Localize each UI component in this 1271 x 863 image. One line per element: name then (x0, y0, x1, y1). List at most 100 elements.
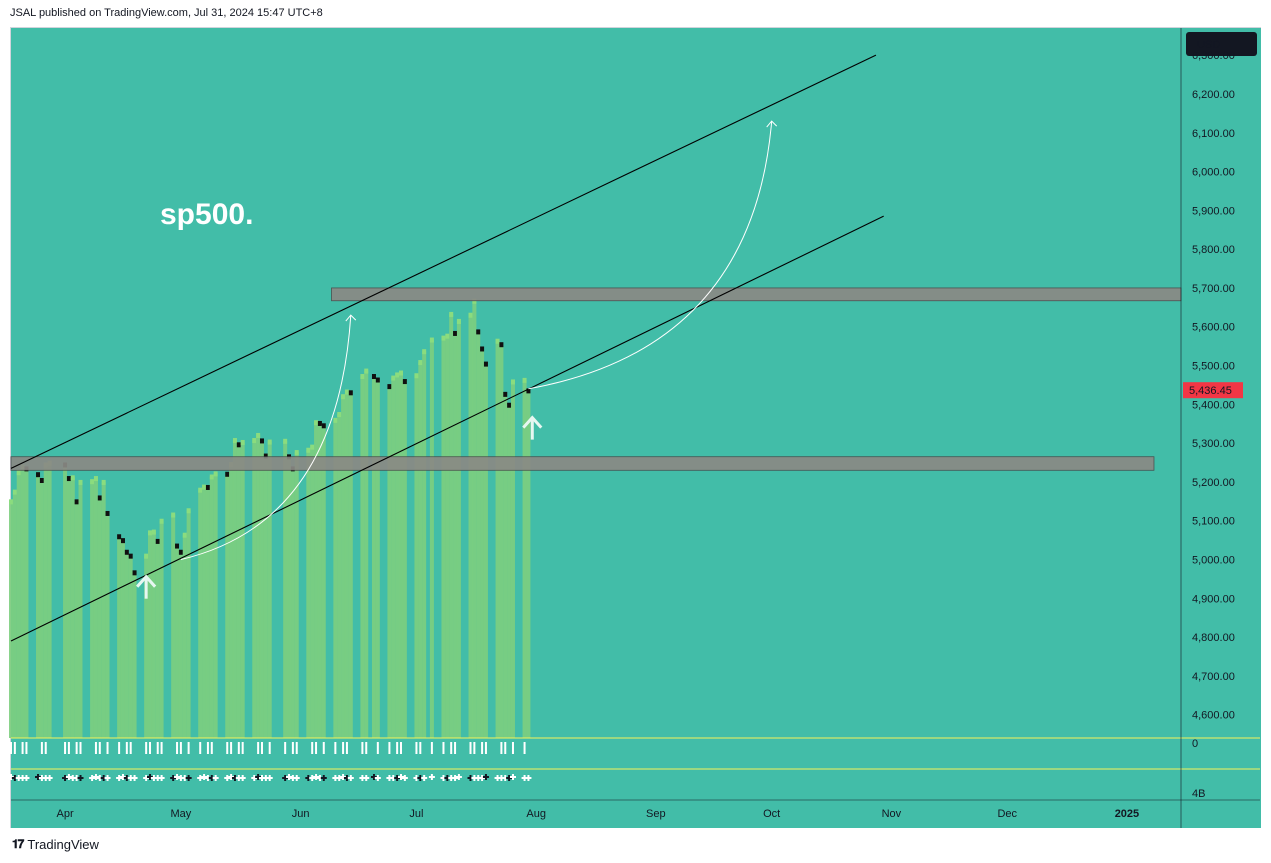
indicator-mark (237, 775, 240, 781)
volume-tick (179, 742, 182, 754)
price-tick-label: 4,700.00 (1192, 671, 1235, 683)
time-axis[interactable]: Apr May Jun Jul Aug Sep Oct Nov Dec 2025 (11, 799, 1260, 820)
price-bar-cap (445, 333, 450, 339)
indicator-mark (288, 774, 291, 780)
price-bar-cap (148, 530, 153, 536)
price-bar-cap (39, 477, 44, 483)
price-bar-cap (16, 470, 21, 476)
indicator-mark (241, 775, 244, 781)
price-bar-cap (476, 329, 481, 335)
indicator-mark (307, 775, 310, 781)
price-bar (159, 520, 164, 738)
price-bar (391, 377, 396, 738)
price-bar (78, 481, 83, 738)
price-bar-cap (526, 388, 531, 394)
indicator-mark (403, 775, 406, 781)
price-bar (287, 456, 292, 738)
volume-tick (284, 742, 287, 754)
indicator-mark (203, 774, 206, 780)
price-bar-cap (510, 379, 515, 385)
price-bar-cap (399, 370, 403, 376)
indicator-mark (396, 775, 399, 781)
price-bar-cap (225, 471, 230, 477)
price-bar (333, 419, 338, 738)
price-bar (171, 514, 176, 738)
volume-tick (481, 742, 484, 754)
price-tick-label: 5,200.00 (1192, 477, 1235, 489)
time-tick-label: Oct (763, 808, 780, 820)
volume-tick (469, 742, 472, 754)
price-bar (476, 331, 481, 738)
price-tick-label: 6,100.00 (1192, 128, 1235, 140)
price-bar (453, 332, 458, 738)
volume-tick (400, 742, 402, 754)
time-tick-label: Sep (646, 808, 666, 820)
volume-tick (187, 742, 190, 754)
up-arrow-head (522, 415, 543, 429)
time-tick-label: Jul (409, 808, 423, 820)
price-bar-cap (186, 508, 191, 514)
price-tick-label: 6,300.00 (1192, 50, 1235, 62)
indicator-mark (372, 774, 375, 780)
price-tick-label: 5,900.00 (1192, 205, 1235, 217)
time-tick-label: May (171, 808, 192, 820)
chart-title: sp500. (160, 198, 253, 231)
indicator-mark (214, 775, 217, 781)
price-bar (314, 422, 319, 738)
price-bar-cap (175, 543, 180, 549)
price-bar (522, 379, 527, 738)
price-tick-label: 4,600.00 (1192, 710, 1235, 722)
price-tick-label: 5,300.00 (1192, 438, 1235, 450)
price-bar-cap (267, 439, 272, 445)
price-bar (198, 489, 203, 738)
price-bar-cap (522, 377, 527, 383)
brand-footer[interactable]: 𝟏𝟕 TradingView (12, 837, 99, 852)
volume-tick (345, 742, 348, 754)
price-bar-cap (375, 377, 380, 383)
indicator-mark (13, 775, 16, 781)
price-bar-cap (360, 374, 365, 380)
price-bar-cap (182, 532, 187, 538)
indicator-mark (233, 775, 236, 781)
indicator-mark (477, 775, 480, 781)
current-price-tag (1183, 382, 1243, 399)
volume-tick (75, 742, 78, 754)
volume-tick (361, 742, 364, 754)
price-bar (128, 555, 133, 738)
price-bar (9, 501, 13, 738)
price-bar (283, 440, 288, 738)
volume-tick (98, 742, 101, 754)
indicator-mark (430, 774, 433, 780)
price-bar-cap (402, 379, 407, 385)
publisher-caption: JSAL published on TradingView.com, Jul 3… (10, 7, 323, 19)
volume-tick (523, 742, 526, 754)
price-bar (93, 478, 98, 738)
price-bar (178, 551, 183, 738)
volume-tick (504, 742, 507, 754)
volume-tick (268, 742, 271, 754)
price-bar-cap (97, 495, 102, 501)
price-bar (503, 393, 508, 738)
time-tick-label: Dec (997, 808, 1017, 820)
price-bar-cap (151, 529, 156, 535)
price-bar-cap (90, 479, 95, 485)
price-bar-cap (132, 570, 137, 576)
price-bar-cap (256, 432, 261, 438)
price-bar-cap (259, 438, 264, 444)
indicator-mark (376, 775, 379, 781)
indicator-mark (419, 775, 422, 781)
indicator-mark (176, 774, 179, 780)
price-bar (360, 376, 365, 738)
price-bar (399, 372, 403, 738)
price-bar-cap (341, 394, 346, 400)
support-zone (10, 456, 1155, 471)
indicator-mark (349, 775, 352, 781)
indicator-mark (527, 775, 530, 781)
indicator-mark (210, 775, 213, 781)
volume-tick (342, 742, 345, 754)
price-bar (120, 540, 125, 738)
price-bar-cap (70, 475, 75, 481)
price-bar-cap (364, 368, 369, 374)
